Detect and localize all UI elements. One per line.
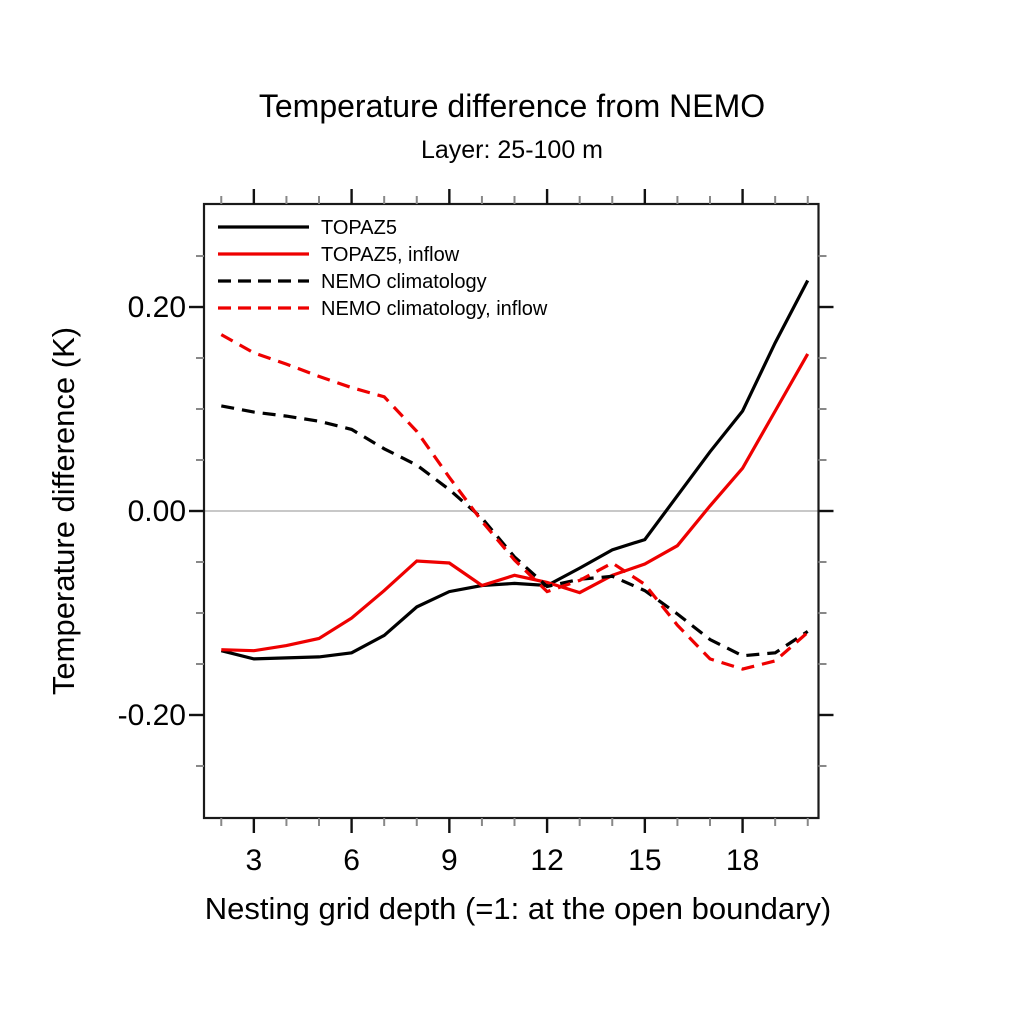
series-line-nemo-climatology	[221, 404, 809, 658]
x-tick-label: 15	[628, 844, 661, 877]
x-tick-label: 12	[530, 844, 563, 877]
series-line-topaz5-inflow	[221, 353, 810, 653]
x-axis-label: Nesting grid depth (=1: at the open boun…	[204, 891, 832, 926]
x-tick-label: 9	[441, 844, 458, 877]
legend-label: NEMO climatology, inflow	[321, 298, 548, 320]
x-tick-label: 18	[726, 844, 759, 877]
y-tick-label: -0.20	[118, 699, 186, 732]
legend-label: TOPAZ5, inflow	[321, 244, 460, 266]
legend-label: TOPAZ5	[321, 217, 397, 239]
chart-title: Temperature difference from NEMO	[258, 88, 766, 124]
legend-label: NEMO climatology	[321, 271, 487, 293]
series-line-topaz5	[220, 279, 810, 661]
x-tick-label: 3	[246, 844, 263, 877]
series-line-nemo-climatology-inflow	[220, 333, 809, 671]
y-tick-label: 0.20	[128, 291, 186, 324]
chart-subtitle: Layer: 25-100 m	[420, 136, 604, 164]
y-tick-label: 0.00	[128, 495, 186, 528]
legend: TOPAZ5 TOPAZ5, inflow NEMO climatology NEMO…	[218, 217, 548, 320]
x-tick-label: 6	[343, 844, 360, 877]
